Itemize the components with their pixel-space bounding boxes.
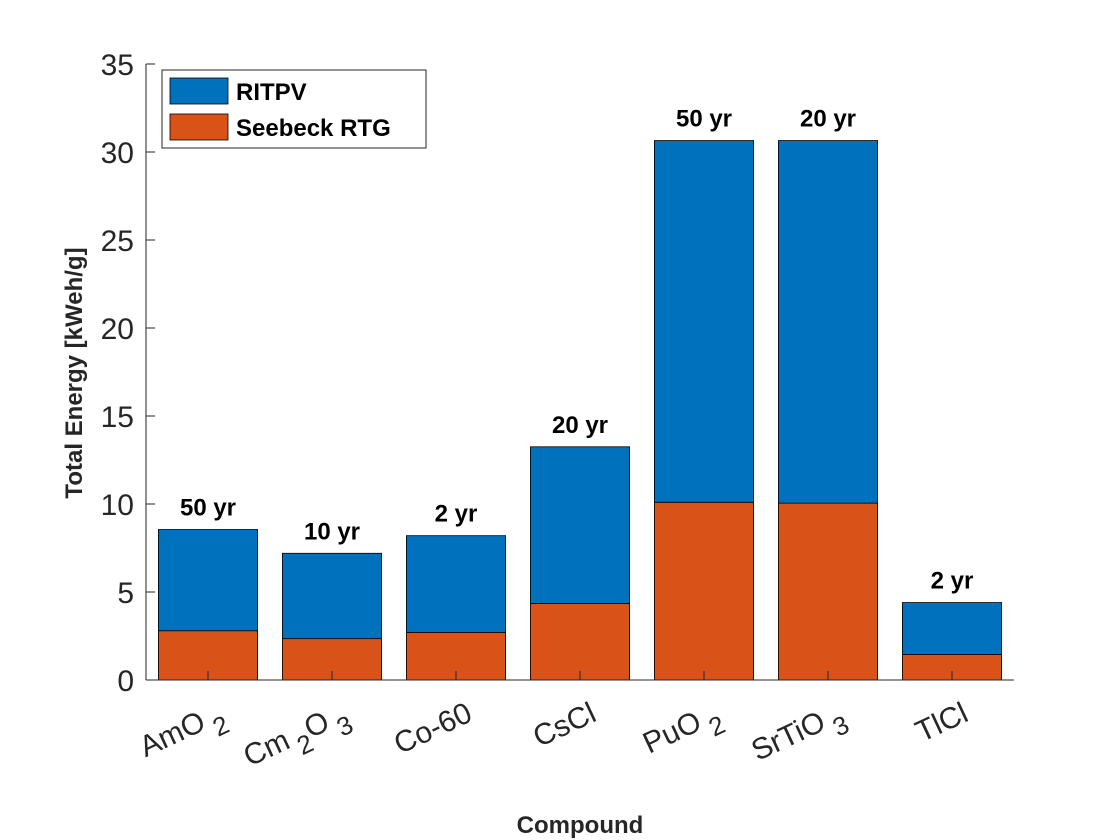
- legend-swatch-seebeck-rtg: [169, 113, 229, 141]
- x-tick-label-tlcl: TlCl: [911, 696, 973, 748]
- bar-ritpv-co-60: [405, 535, 506, 633]
- bar-ritpv-amo2: [157, 529, 258, 632]
- y-axis-title: Total Energy [kWeh/g]: [61, 247, 88, 498]
- bar-label-srtio3: 20 yr: [800, 106, 856, 133]
- bar-label-tlcl: 2 yr: [931, 568, 974, 595]
- y-tick-label: 25: [101, 225, 134, 258]
- bars-layer: [157, 140, 1003, 681]
- legend-label-seebeck-rtg: Seebeck RTG: [236, 115, 391, 142]
- bar-label-puo2: 50 yr: [676, 106, 732, 133]
- bar-label-cm2o3: 10 yr: [304, 518, 360, 545]
- legend-swatch-ritpv: [169, 77, 229, 105]
- y-tick-label: 20: [101, 313, 134, 346]
- y-tick-label: 10: [101, 489, 134, 522]
- x-tick-label-cm2o3: Cm2O3: [238, 696, 357, 783]
- legend-label-ritpv: RITPV: [236, 79, 307, 106]
- x-tick-label-srtio3: SrTiO3: [746, 696, 853, 777]
- bar-label-amo2: 50 yr: [180, 495, 236, 522]
- x-tick-label-puo2: PuO2: [638, 696, 730, 770]
- bar-labels-layer: 50 yr 10 yr 2 yr 20 yr 50 yr 20 yr 2 yr: [180, 106, 973, 595]
- bar-ritpv-cscl: [530, 446, 631, 604]
- y-tick-label: 30: [101, 137, 134, 170]
- x-axis-title: Compound: [517, 812, 644, 839]
- x-tick-label-amo2: AmO2: [135, 696, 234, 773]
- bar-seebeck-rtg-puo2: [654, 501, 755, 681]
- x-tick-label-co-60: Co-60: [389, 696, 477, 760]
- bar-label-co-60: 2 yr: [435, 501, 478, 528]
- bar-ritpv-srtio3: [778, 140, 879, 504]
- y-tick-label: 15: [101, 401, 134, 434]
- y-tick-label: 5: [117, 577, 134, 610]
- bar-seebeck-rtg-srtio3: [778, 502, 879, 681]
- x-tick-label-cscl: CsCl: [528, 696, 601, 753]
- legend: RITPV Seebeck RTG: [161, 69, 427, 149]
- y-tick-label: 35: [101, 49, 134, 82]
- bar-ritpv-puo2: [654, 140, 755, 503]
- bar-label-cscl: 20 yr: [552, 412, 608, 439]
- bar-ritpv-cm2o3: [281, 552, 382, 640]
- y-tick-label: 0: [117, 665, 134, 698]
- bar-ritpv-tlcl: [902, 602, 1003, 655]
- bar-seebeck-rtg-cscl: [530, 603, 631, 681]
